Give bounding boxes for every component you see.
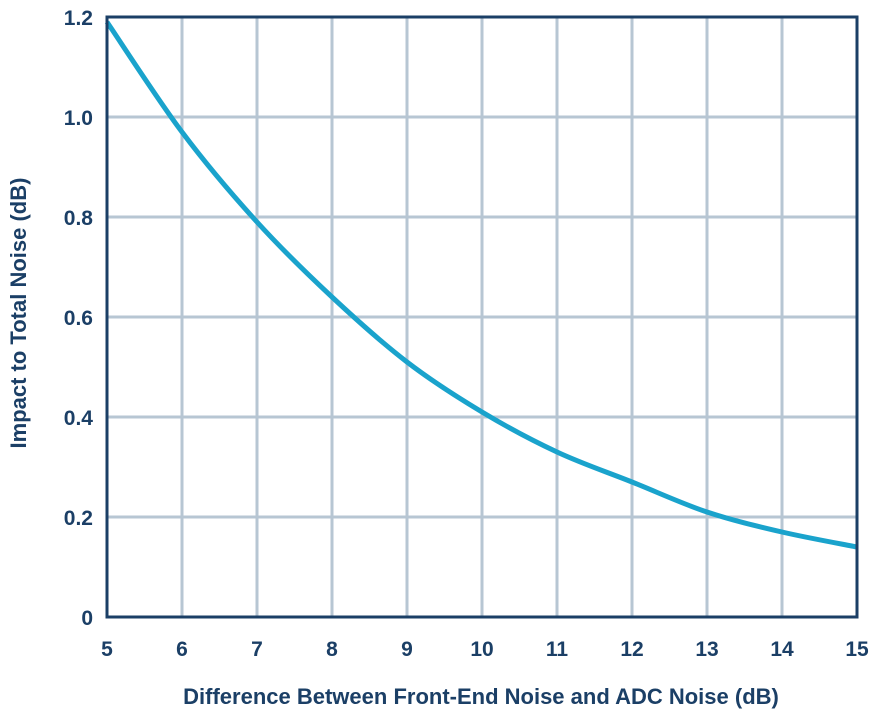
y-tick-label-6: 1.2	[64, 7, 93, 30]
x-tick-label-9: 14	[770, 638, 794, 661]
y-tick-label-0: 0	[81, 607, 93, 630]
series-line-0	[104, 20, 858, 550]
data-point-0-1	[180, 130, 185, 135]
data-point-0-7	[630, 480, 635, 485]
y-tick-label-2: 0.4	[64, 407, 94, 430]
data-point-0-2	[255, 220, 260, 225]
x-tick-label-10: 15	[845, 638, 869, 661]
x-axis-title: Difference Between Front-End Noise and A…	[183, 684, 779, 709]
x-tick-label-6: 11	[546, 638, 569, 661]
x-tick-label-4: 9	[401, 638, 413, 661]
y-tick-label-3: 0.6	[64, 307, 93, 330]
x-tick-label-8: 13	[695, 638, 718, 661]
data-point-0-3	[330, 295, 335, 300]
data-point-0-8	[705, 510, 710, 515]
y-tick-label-4: 0.8	[64, 207, 94, 230]
x-tick-label-3: 8	[326, 638, 338, 661]
y-axis-title: Impact to Total Noise (dB)	[6, 178, 31, 449]
series-layer	[104, 20, 858, 550]
plot-frame	[105, 15, 859, 619]
y-tick-labels: 0 0.2 0.4 0.6 0.8 1.0 1.2	[64, 7, 94, 630]
x-tick-label-2: 7	[251, 638, 263, 661]
data-point-0-6	[555, 450, 560, 455]
x-tick-label-0: 5	[101, 638, 113, 661]
data-point-0-9	[780, 530, 785, 535]
x-tick-label-5: 10	[470, 638, 493, 661]
y-tick-label-5: 1.0	[64, 107, 93, 130]
x-tick-label-7: 12	[620, 638, 643, 661]
data-point-0-5	[480, 410, 485, 415]
y-tick-label-1: 0.2	[64, 507, 93, 530]
data-point-0-4	[405, 360, 410, 365]
x-tick-labels: 5 6 7 8 9 10 11 12 13 14 15	[101, 638, 869, 661]
x-tick-label-1: 6	[176, 638, 188, 661]
